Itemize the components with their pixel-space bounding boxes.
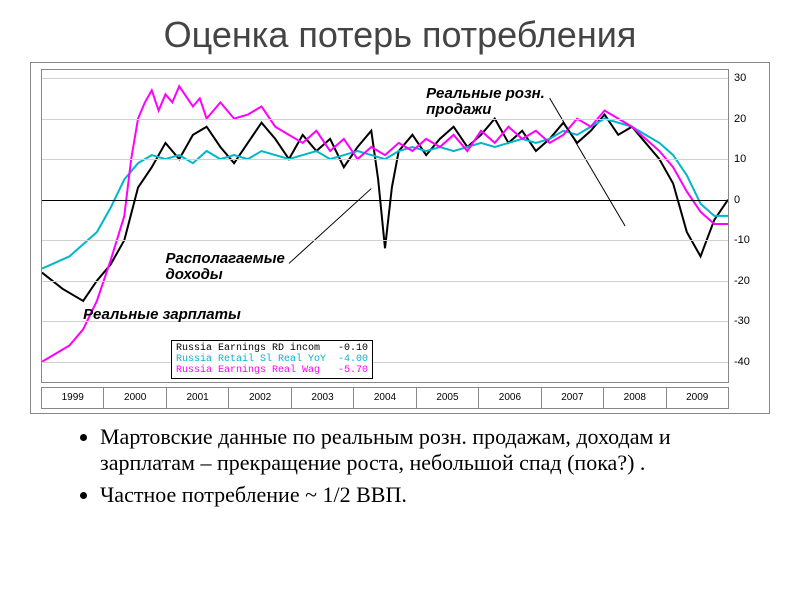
x-axis: 1999200020012002200320042005200620072008… bbox=[41, 387, 729, 409]
x-tick-label: 2003 bbox=[291, 387, 353, 409]
zero-line bbox=[42, 200, 728, 201]
x-tick-label: 2004 bbox=[353, 387, 415, 409]
gridline bbox=[42, 78, 728, 79]
gridline bbox=[42, 240, 728, 241]
x-tick-label: 2008 bbox=[603, 387, 665, 409]
slide: Оценка потерь потребления -40 -30 -20 -10 0 1… bbox=[0, 0, 800, 600]
x-tick-label: 2002 bbox=[228, 387, 290, 409]
x-tick-label: 1999 bbox=[41, 387, 103, 409]
y-tick-label: 0 bbox=[734, 194, 764, 206]
y-tick-label: -10 bbox=[734, 234, 764, 246]
legend-row: Russia Retail Sl Real YoY -4.00 bbox=[176, 354, 368, 365]
gridline bbox=[42, 281, 728, 282]
annotation-disposable_income: Располагаемыедоходы bbox=[165, 251, 284, 284]
x-tick-label: 2006 bbox=[478, 387, 540, 409]
bullet-item: Мартовские данные по реальным розн. прод… bbox=[100, 424, 750, 476]
annotation-real_wages: Реальные зарплаты bbox=[83, 307, 241, 324]
gridline bbox=[42, 119, 728, 120]
annotation-retail_sales: Реальные розн.продажи bbox=[426, 86, 545, 119]
bullet-item: Частное потребление ~ 1/2 ВВП. bbox=[100, 482, 750, 508]
legend-row: Russia Earnings RD incom -0.10 bbox=[176, 343, 368, 354]
x-tick-label: 2009 bbox=[666, 387, 729, 409]
y-tick-label: 30 bbox=[734, 72, 764, 84]
x-tick-label: 2005 bbox=[416, 387, 478, 409]
line-chart-svg bbox=[42, 70, 728, 382]
plot-area: -40-30-20-100102030Реальные розн.продажи… bbox=[41, 69, 729, 383]
gridline bbox=[42, 159, 728, 160]
chart-container: -40 -30 -20 -10 0 10 20 30 Реальные розн.продажи… bbox=[30, 62, 770, 414]
legend-box: Russia Earnings RD incom -0.10Russia Ret… bbox=[171, 340, 373, 379]
y-tick-label: -40 bbox=[734, 356, 764, 368]
y-tick-label: -30 bbox=[734, 315, 764, 327]
x-tick-label: 2007 bbox=[541, 387, 603, 409]
y-tick-label: 10 bbox=[734, 153, 764, 165]
y-tick-label: -20 bbox=[734, 275, 764, 287]
legend-row: Russia Earnings Real Wag -5.70 bbox=[176, 365, 368, 376]
x-tick-label: 2000 bbox=[103, 387, 165, 409]
bullet-list: Мартовские данные по реальным розн. прод… bbox=[60, 424, 750, 508]
y-tick-label: 20 bbox=[734, 113, 764, 125]
page-title: Оценка потерь потребления bbox=[0, 0, 800, 62]
leader-line bbox=[550, 98, 625, 226]
x-tick-label: 2001 bbox=[166, 387, 228, 409]
gridline bbox=[42, 362, 728, 363]
series-income bbox=[42, 115, 728, 301]
